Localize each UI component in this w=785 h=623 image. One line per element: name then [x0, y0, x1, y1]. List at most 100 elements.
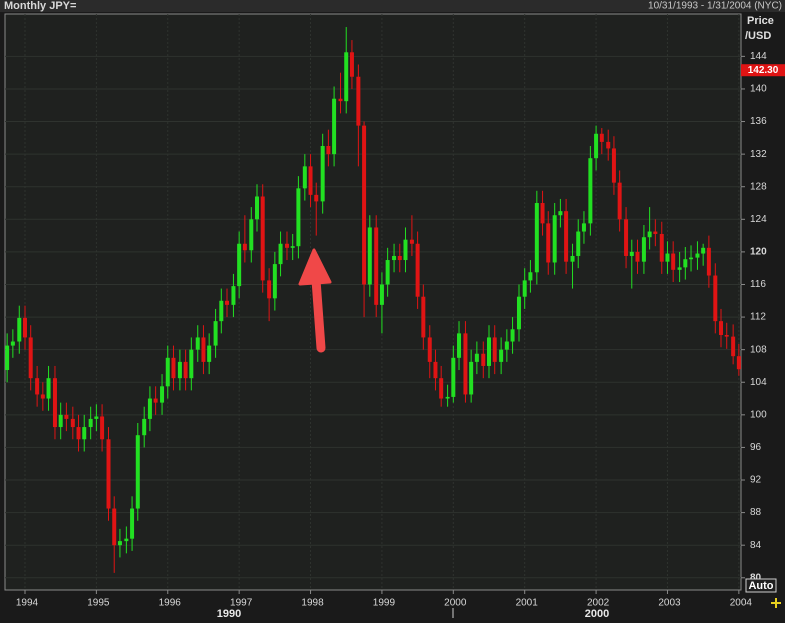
decade-label: 2000 [585, 608, 609, 618]
candle-body [260, 196, 265, 281]
candle-body [671, 253, 676, 270]
candle-body [10, 341, 15, 346]
x-tick-label: 1999 [373, 598, 396, 609]
candle-body [463, 333, 468, 395]
candle-body [290, 246, 295, 248]
x-tick-label: 1997 [230, 598, 253, 609]
candle-body [296, 188, 301, 247]
candle-body [713, 275, 718, 322]
decade-label: 1990 [217, 608, 241, 618]
candle-body [719, 321, 724, 335]
candles [5, 27, 741, 573]
y-tick-label: 116 [750, 279, 766, 290]
candle-body [481, 353, 486, 366]
candle-body [219, 300, 224, 322]
candle-body [147, 398, 152, 419]
x-axis: 1994 1995 1996 1997 1998 1999 2000 2001 2002 2003… [16, 590, 752, 609]
candle-body [153, 398, 158, 403]
auto-button-frame[interactable] [745, 578, 777, 593]
candle-body [76, 427, 81, 440]
arrow-head [298, 248, 332, 286]
auto-button[interactable]: Auto [745, 578, 777, 593]
candle-body [367, 227, 372, 285]
candle-body [611, 148, 616, 183]
candle-body [546, 223, 551, 263]
y-tick-label: 84 [750, 540, 762, 551]
candle-body [278, 243, 283, 265]
candle-body [510, 329, 515, 342]
candle-body [160, 386, 165, 403]
candle-body [106, 439, 111, 509]
candle-body [427, 337, 432, 362]
candle-body [308, 166, 313, 195]
candle-body [267, 280, 272, 299]
candle-body [415, 243, 420, 297]
chart-title: Monthly JPY= [4, 0, 76, 12]
candle-body [516, 296, 521, 330]
candle-body [576, 231, 581, 256]
candle-body [70, 418, 75, 428]
zoom-icon-glyph[interactable] [771, 598, 781, 608]
candle-body [487, 337, 492, 366]
y-tick-label: 124 [750, 214, 767, 225]
y-tick-label: 128 [750, 181, 767, 192]
candle-body [701, 247, 706, 254]
candle-body [302, 166, 307, 189]
y-tick-label: 96 [750, 442, 762, 453]
candle-body [457, 333, 462, 358]
candle-body [534, 203, 539, 273]
y-axis: 80 84 88 92 96 100 104 108 112 116 120 124 128 132 136… [741, 51, 785, 583]
candle-body [135, 435, 140, 509]
candle-body [344, 52, 349, 102]
candle-body [439, 378, 444, 399]
candle-body [284, 243, 289, 248]
x-tick-label: 2002 [587, 598, 610, 609]
candle-body [177, 361, 182, 379]
x-tick-label: 1996 [159, 598, 182, 609]
candle-body [558, 211, 563, 216]
candle-body [374, 227, 379, 305]
candle-body [272, 264, 277, 299]
candle-body [665, 253, 670, 262]
candle-body [379, 284, 384, 305]
candle-body [421, 296, 426, 338]
candle-body [599, 133, 604, 142]
candle-body [100, 416, 105, 440]
last-price-label: 142.30 [748, 65, 779, 76]
date-range: 10/31/1993 - 1/31/2004 (NYC) [648, 1, 782, 12]
candle-body [731, 336, 736, 357]
x-tick-label: 1995 [87, 598, 110, 609]
y-tick-label: 120 [750, 247, 767, 258]
auto-button-label[interactable]: Auto [748, 580, 773, 592]
candle-body [320, 145, 325, 202]
y-tick-label: 80 [750, 572, 762, 583]
candle-body [112, 508, 117, 546]
candle-body [409, 239, 414, 244]
y-tick-label: 136 [750, 116, 767, 127]
candle-body [540, 203, 545, 224]
y-tick-label: 100 [750, 409, 767, 420]
candle-body [201, 337, 206, 362]
candle-body [142, 418, 147, 436]
candle-body [564, 211, 569, 262]
candle-body [635, 251, 640, 262]
candle-body [528, 272, 533, 281]
candle-body [606, 141, 611, 149]
candle-body [249, 219, 254, 251]
candle-body [499, 349, 504, 362]
candle-body [314, 194, 319, 202]
candle-body [88, 418, 93, 428]
candle-body [653, 231, 658, 234]
candle-body [588, 158, 593, 224]
y-tick-label: 104 [750, 377, 767, 388]
candle-body [356, 76, 361, 126]
candle-body [570, 255, 575, 262]
zoom-icon[interactable] [770, 597, 782, 609]
candle-body [629, 251, 634, 256]
candle-body [594, 133, 599, 159]
candle-body [332, 98, 337, 155]
candle-body [171, 357, 176, 379]
x-tick-label: 1994 [16, 598, 39, 609]
candle-body [617, 182, 622, 220]
